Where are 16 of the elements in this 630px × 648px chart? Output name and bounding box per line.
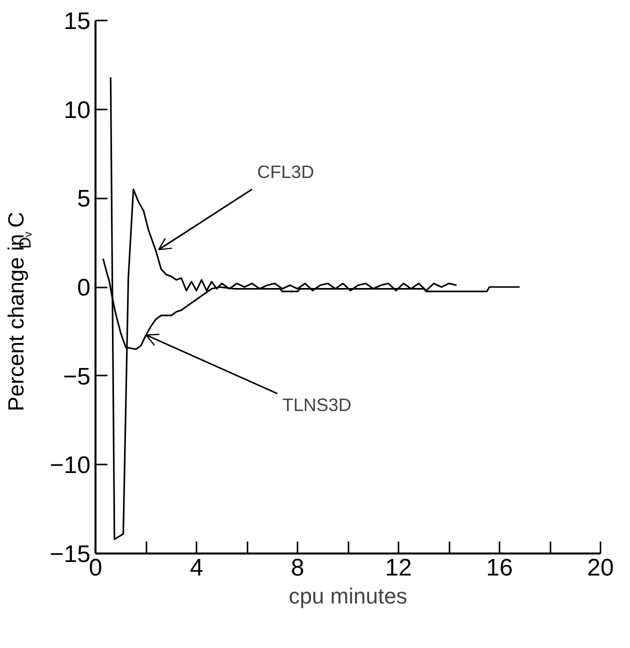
y-tick-label: 10	[64, 96, 91, 124]
x-tick-label: 16	[486, 554, 513, 582]
annotation: CFL3D	[257, 162, 314, 182]
x-tick-label: 4	[190, 554, 204, 582]
x-tick-label: 20	[587, 554, 614, 582]
y-axis-title: Percent change in CDᵥ	[4, 212, 34, 412]
y-tick-label: 15	[64, 8, 91, 35]
y-tick-label: 0	[77, 274, 91, 302]
x-tick-label: 8	[290, 554, 304, 582]
x-tick-label: 12	[385, 554, 412, 582]
y-tick-label: 5	[77, 186, 91, 213]
y-tick-label: −15	[50, 541, 91, 568]
y-tick-label: −5	[63, 363, 91, 390]
x-axis-title: cpu minutes	[288, 584, 408, 608]
y-tick-label: −10	[50, 452, 91, 480]
annotation: TLNS3D	[282, 394, 352, 415]
